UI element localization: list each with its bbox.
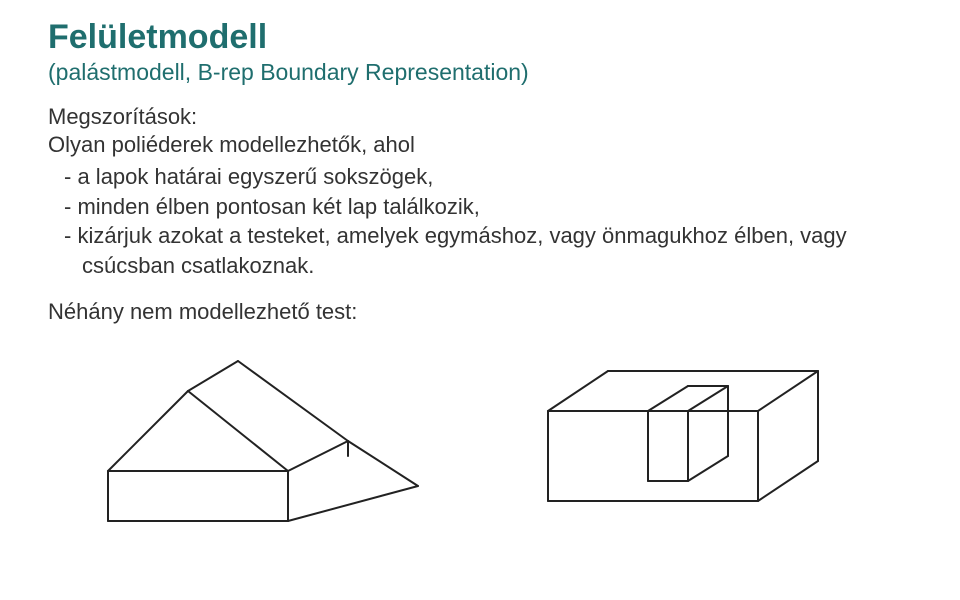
section-label: Megszorítások: xyxy=(48,104,912,130)
lead-text: Olyan poliéderek modellezhetők, ahol xyxy=(48,132,912,158)
figure-right xyxy=(528,331,848,521)
bullet-item: minden élben pontosan két lap találkozik… xyxy=(48,192,912,222)
bullet-list: a lapok határai egyszerű sokszögek, mind… xyxy=(48,162,912,281)
figure-left xyxy=(88,331,428,531)
examples-label: Néhány nem modellezhető test: xyxy=(48,299,912,325)
figures-row xyxy=(48,331,912,531)
bullet-item: kizárjuk azokat a testeket, amelyek egym… xyxy=(48,221,912,280)
bullet-item: a lapok határai egyszerű sokszögek, xyxy=(48,162,912,192)
slide-title: Felületmodell xyxy=(48,18,912,57)
slide-subtitle: (palástmodell, B-rep Boundary Representa… xyxy=(48,59,912,86)
slide: Felületmodell (palástmodell, B-rep Bound… xyxy=(0,0,960,600)
